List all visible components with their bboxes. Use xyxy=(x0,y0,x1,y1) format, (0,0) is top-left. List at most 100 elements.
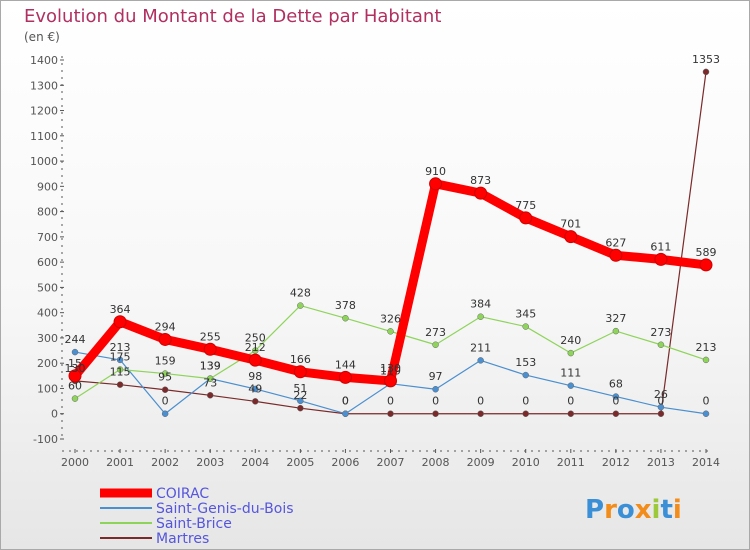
data-label: 175 xyxy=(110,351,131,364)
data-label: 73 xyxy=(203,376,217,389)
data-point xyxy=(161,370,169,377)
data-point xyxy=(657,410,665,417)
logo-letter: r xyxy=(604,495,617,525)
data-point xyxy=(702,410,710,417)
data-label: 364 xyxy=(110,303,131,316)
data-label: 0 xyxy=(342,395,349,408)
logo-letter: i xyxy=(652,495,661,525)
data-label: 166 xyxy=(290,353,311,366)
data-label: 97 xyxy=(429,370,443,383)
data-label: 873 xyxy=(470,174,491,187)
data-point xyxy=(609,248,623,262)
data-label: 378 xyxy=(335,299,356,312)
data-point xyxy=(297,302,304,309)
data-point xyxy=(612,393,620,400)
data-label: 0 xyxy=(703,395,710,408)
x-tick-label: 2006 xyxy=(331,456,359,469)
data-label: 255 xyxy=(200,330,221,343)
data-point xyxy=(432,341,439,349)
data-label: 130 xyxy=(380,362,401,375)
data-label: 627 xyxy=(605,236,626,249)
legend-label: Saint-Genis-du-Bois xyxy=(156,501,294,517)
y-tick-label: 800 xyxy=(37,206,58,219)
y-tick-label: 400 xyxy=(37,307,58,320)
logo-letter: t xyxy=(660,495,672,525)
data-point xyxy=(206,375,214,382)
data-label: 240 xyxy=(560,334,581,347)
data-point xyxy=(116,356,124,364)
x-tick-label: 2007 xyxy=(377,456,405,469)
y-tick-label: 1400 xyxy=(30,54,58,67)
data-label: 327 xyxy=(605,312,626,325)
x-tick-label: 2004 xyxy=(241,456,269,469)
logo-letter: P xyxy=(585,495,604,525)
data-label: 910 xyxy=(425,165,446,178)
data-label: 115 xyxy=(110,366,131,379)
y-tick-label: 700 xyxy=(37,231,58,244)
data-point xyxy=(158,332,172,346)
x-tick-label: 2009 xyxy=(467,456,495,469)
series-layer xyxy=(68,68,713,417)
data-point xyxy=(477,410,484,417)
data-label: 111 xyxy=(560,367,581,380)
x-tick-label: 2003 xyxy=(196,456,224,469)
y-tick-label: 200 xyxy=(37,357,58,370)
data-label: 119 xyxy=(380,365,401,378)
data-label: 49 xyxy=(248,382,262,395)
x-tick-label: 2012 xyxy=(602,456,630,469)
data-point xyxy=(161,410,169,417)
data-point xyxy=(248,353,262,367)
data-point xyxy=(612,410,620,417)
chart-title: Evolution du Montant de la Dette par Hab… xyxy=(24,6,441,27)
data-point xyxy=(297,397,304,405)
data-point xyxy=(477,313,484,320)
data-point xyxy=(567,382,575,389)
data-point xyxy=(477,357,484,364)
data-point xyxy=(71,348,79,356)
y-tick-label: 100 xyxy=(37,382,58,395)
data-point xyxy=(432,410,439,417)
y-tick-label: 1000 xyxy=(30,155,58,168)
unit-label: (en €) xyxy=(24,30,60,44)
data-point xyxy=(116,381,124,388)
x-tick-label: 2002 xyxy=(151,456,179,469)
proxiti-logo: Proxiti xyxy=(585,495,682,525)
y-tick-label: 0 xyxy=(51,408,58,421)
data-label: 345 xyxy=(515,308,536,321)
data-label: 273 xyxy=(650,326,671,339)
legend-label: COIRAC xyxy=(156,486,209,502)
data-point xyxy=(699,258,713,272)
data-point xyxy=(657,341,665,349)
data-label: 213 xyxy=(110,341,131,354)
data-point xyxy=(203,342,217,356)
data-label: 701 xyxy=(560,218,581,231)
logo-letter: i xyxy=(673,495,682,525)
data-label: 0 xyxy=(342,395,349,408)
data-label: 0 xyxy=(612,395,619,408)
data-label: 22 xyxy=(293,389,307,402)
data-point xyxy=(206,392,214,399)
data-point xyxy=(342,410,349,417)
data-label: 326 xyxy=(380,312,401,325)
logo-letter: x xyxy=(635,495,652,525)
data-point xyxy=(522,323,529,330)
data-point xyxy=(387,410,394,417)
x-tick-label: 2001 xyxy=(106,456,134,469)
data-point xyxy=(384,374,397,388)
data-label: 139 xyxy=(200,360,221,373)
data-label: 51 xyxy=(293,382,307,395)
data-point xyxy=(252,398,259,405)
data-label: 384 xyxy=(470,298,491,311)
data-label: 0 xyxy=(387,395,394,408)
data-label: 0 xyxy=(162,395,169,408)
data-point xyxy=(567,410,575,417)
data-point xyxy=(654,252,668,266)
data-label: 1353 xyxy=(692,53,720,66)
data-point xyxy=(113,315,127,329)
data-label: 130 xyxy=(65,362,86,375)
data-point xyxy=(702,68,710,76)
data-point xyxy=(429,177,443,191)
y-tick-label: 600 xyxy=(37,256,58,269)
data-label: 611 xyxy=(650,240,671,253)
